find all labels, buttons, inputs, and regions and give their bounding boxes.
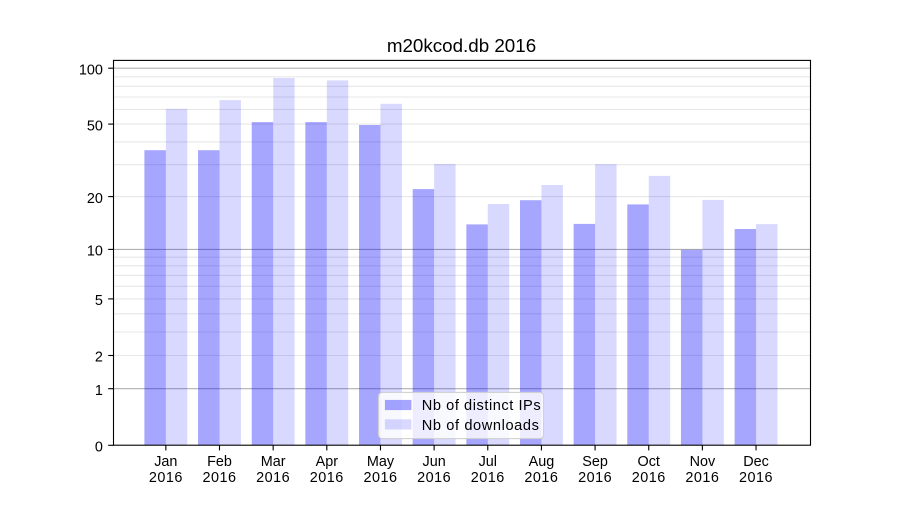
svg-text:Feb: Feb [207, 454, 232, 470]
svg-text:0: 0 [95, 440, 103, 456]
svg-text:2016: 2016 [471, 470, 505, 486]
svg-text:2016: 2016 [578, 470, 612, 486]
svg-text:Dec: Dec [743, 454, 769, 470]
svg-text:100: 100 [79, 62, 103, 78]
svg-text:Jul: Jul [479, 454, 497, 470]
svg-text:2016: 2016 [202, 470, 236, 486]
svg-text:2016: 2016 [256, 470, 290, 486]
svg-text:m20kcod.db 2016: m20kcod.db 2016 [387, 35, 536, 56]
svg-text:Aug: Aug [529, 454, 555, 470]
svg-text:Nov: Nov [690, 454, 716, 470]
svg-text:2016: 2016 [685, 470, 719, 486]
svg-text:1: 1 [95, 383, 103, 399]
svg-text:2016: 2016 [363, 470, 397, 486]
svg-text:Nb of downloads: Nb of downloads [422, 418, 540, 434]
svg-text:50: 50 [87, 118, 103, 134]
svg-text:Nb of distinct IPs: Nb of distinct IPs [422, 398, 541, 414]
svg-text:2016: 2016 [310, 470, 344, 486]
svg-text:2016: 2016 [739, 470, 773, 486]
svg-text:Jan: Jan [154, 454, 177, 470]
svg-text:20: 20 [87, 191, 103, 207]
svg-text:2: 2 [95, 350, 103, 366]
svg-text:Oct: Oct [638, 454, 660, 470]
svg-text:2016: 2016 [417, 470, 451, 486]
svg-text:Sep: Sep [582, 454, 608, 470]
svg-text:Apr: Apr [316, 454, 339, 470]
svg-text:5: 5 [95, 293, 103, 309]
svg-text:2016: 2016 [632, 470, 666, 486]
svg-text:May: May [367, 454, 395, 470]
svg-text:Jun: Jun [423, 454, 446, 470]
svg-text:2016: 2016 [524, 470, 558, 486]
svg-text:10: 10 [87, 244, 103, 260]
svg-text:Mar: Mar [261, 454, 286, 470]
svg-text:2016: 2016 [149, 470, 183, 486]
